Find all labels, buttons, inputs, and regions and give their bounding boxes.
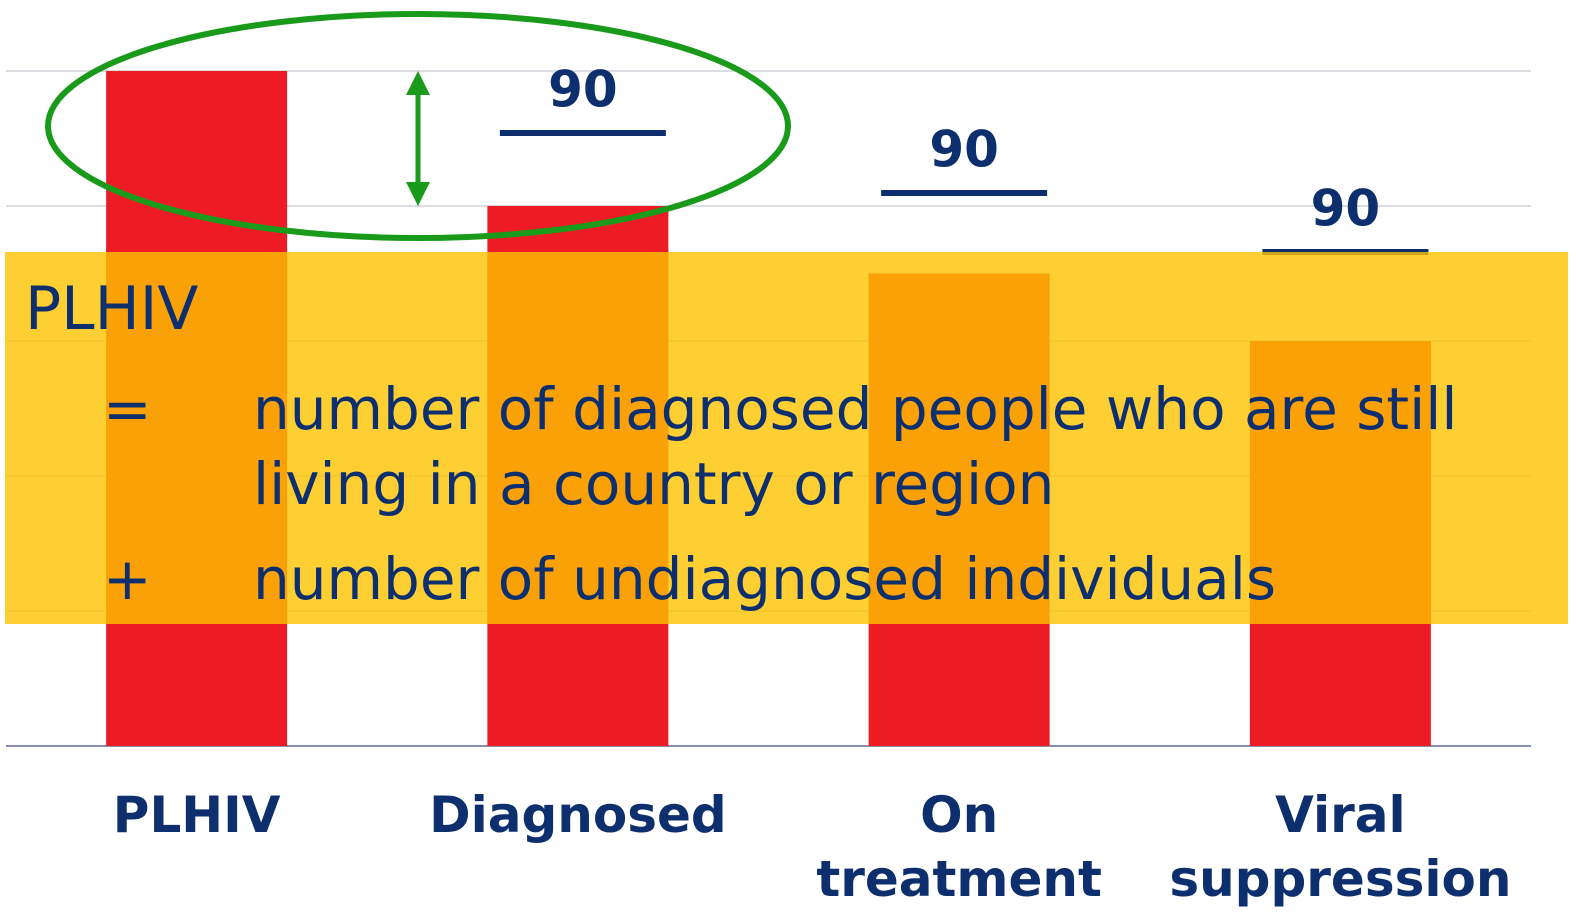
definition-text: number of undiagnosed individuals — [253, 545, 1277, 613]
x-tick-label: Viral suppression — [1169, 786, 1512, 908]
definition-text: number of diagnosed people who are still… — [253, 375, 1458, 518]
definition-term: PLHIV — [25, 274, 199, 344]
target-label: 90 — [1311, 180, 1381, 238]
target-label: 90 — [929, 121, 999, 179]
x-tick-label: Diagnosed — [429, 786, 727, 844]
x-tick-label: On treatment — [816, 786, 1102, 908]
definition-box: PLHIV = number of diagnosed people who a… — [5, 252, 1568, 624]
definition-symbol: + — [103, 545, 152, 613]
target-label: 90 — [548, 61, 618, 119]
x-tick-label: PLHIV — [112, 786, 281, 844]
definition-symbol: = — [103, 375, 152, 443]
